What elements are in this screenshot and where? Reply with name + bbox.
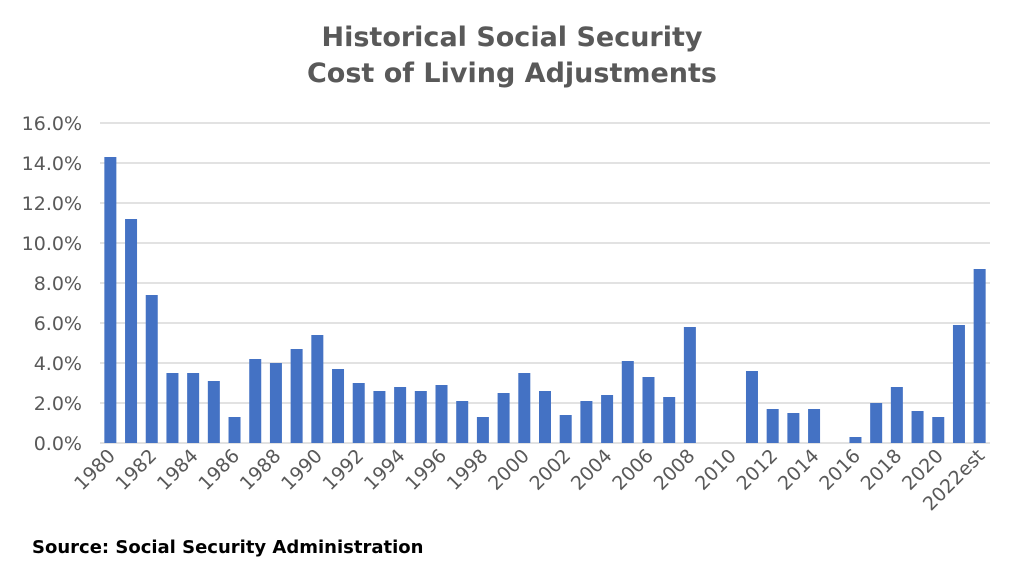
x-tick-label: 2004	[567, 445, 617, 495]
bar-2008	[683, 327, 696, 443]
bar-2018	[890, 387, 903, 443]
bar-1992	[352, 383, 365, 443]
y-tick-label: 4.0%	[34, 353, 82, 375]
bar-2022est	[973, 269, 986, 443]
x-tick-label: 2008	[650, 445, 700, 495]
bar-1980	[104, 157, 117, 443]
bar-1997	[456, 401, 469, 443]
x-tick-label: 1996	[401, 445, 451, 495]
bar-2021	[952, 325, 965, 443]
bar-2020	[932, 417, 945, 443]
bar-1981	[125, 219, 138, 443]
bar-2007	[663, 397, 676, 443]
x-tick-label: 1986	[194, 445, 244, 495]
y-tick-label: 12.0%	[22, 193, 82, 215]
y-tick-label: 14.0%	[22, 153, 82, 175]
x-tick-label: 1984	[153, 445, 203, 495]
y-tick-label: 2.0%	[34, 393, 82, 415]
bar-2014	[808, 409, 821, 443]
bar-2001	[539, 391, 551, 443]
bar-1994	[394, 387, 407, 443]
x-tick-label: 2002	[525, 445, 575, 495]
y-tick-label: 10.0%	[22, 233, 82, 255]
bar-2000	[518, 373, 531, 443]
x-tick-label: 2012	[732, 445, 782, 495]
bar-1995	[414, 391, 427, 443]
bar-2002	[559, 415, 572, 443]
bar-2004	[601, 395, 614, 443]
bar-1982	[145, 295, 158, 443]
y-tick-label: 6.0%	[34, 313, 82, 335]
bar-2013	[787, 413, 800, 443]
bar-2019	[911, 411, 924, 443]
bar-2003	[580, 401, 593, 443]
bar-1989	[290, 349, 303, 443]
y-tick-label: 0.0%	[34, 433, 82, 455]
bar-1993	[373, 391, 386, 443]
bar-1998	[476, 417, 489, 443]
x-tick-label: 2018	[857, 445, 907, 495]
x-tick-label: 2016	[815, 445, 865, 495]
y-tick-label: 8.0%	[34, 273, 82, 295]
bar-2005	[621, 361, 634, 443]
bar-1999	[497, 393, 510, 443]
x-tick-label: 2010	[691, 445, 741, 495]
bar-1988	[269, 363, 282, 443]
x-tick-label: 1998	[443, 445, 493, 495]
bar-1987	[249, 359, 262, 443]
chart-title-line-1: Historical Social Security	[321, 22, 703, 53]
x-tick-label: 2014	[774, 445, 824, 495]
x-tick-label: 1994	[360, 445, 410, 495]
bar-1986	[228, 417, 241, 443]
bar-2011	[745, 371, 758, 443]
x-tick-label: 2006	[608, 445, 658, 495]
source-note: Source: Social Security Administration	[32, 537, 424, 558]
bar-1985	[207, 381, 220, 443]
bar-2016	[849, 437, 862, 443]
bar-1984	[187, 373, 200, 443]
y-tick-label: 16.0%	[22, 113, 82, 135]
chart-title-line-2: Cost of Living Adjustments	[306, 58, 718, 89]
bar-2012	[766, 409, 779, 443]
bar-2006	[642, 377, 655, 443]
x-tick-label: 1990	[277, 445, 327, 495]
bar-1983	[166, 373, 179, 443]
bar-1990	[311, 335, 324, 443]
x-tick-label: 1988	[236, 445, 286, 495]
x-tick-label: 2000	[484, 445, 534, 495]
bar-2017	[870, 403, 883, 443]
x-tick-label: 1982	[112, 445, 162, 495]
x-tick-label: 1992	[319, 445, 369, 495]
bar-1991	[332, 369, 345, 443]
bar-1996	[435, 385, 448, 443]
